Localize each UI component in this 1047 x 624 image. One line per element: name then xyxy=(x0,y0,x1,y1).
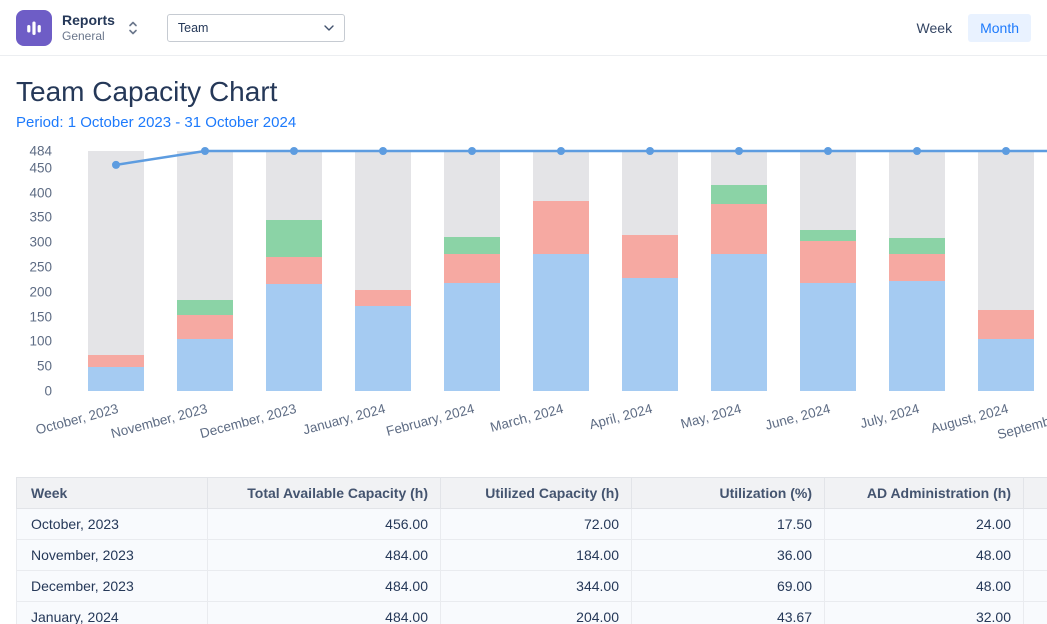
table-cell: 48.00 xyxy=(825,571,1024,602)
table-row: November, 2023484.00184.0036.0048.00 xyxy=(17,540,1047,571)
line-point xyxy=(646,147,654,155)
table-cell: 36.00 xyxy=(632,540,825,571)
table-cell: 72.00 xyxy=(441,509,632,540)
table-cell-partial xyxy=(1024,509,1047,540)
bar-chart-icon xyxy=(24,18,44,38)
line-point xyxy=(290,147,298,155)
app-logo xyxy=(16,10,52,46)
y-axis-tick: 484 xyxy=(29,144,52,159)
y-axis-tick: 150 xyxy=(29,309,52,324)
month-button[interactable]: Month xyxy=(968,14,1031,42)
capacity-table: WeekTotal Available Capacity (h)Utilized… xyxy=(16,477,1047,624)
line-series xyxy=(62,143,1047,391)
y-axis-tick: 400 xyxy=(29,185,52,200)
table-cell: 456.00 xyxy=(208,509,441,540)
column-header: Total Available Capacity (h) xyxy=(208,478,441,509)
page-title: Team Capacity Chart xyxy=(16,76,1047,108)
capacity-line xyxy=(116,151,1047,165)
line-point xyxy=(112,161,120,169)
table-cell: December, 2023 xyxy=(17,571,208,602)
y-axis-tick: 100 xyxy=(29,334,52,349)
table-cell: 17.50 xyxy=(632,509,825,540)
y-axis-tick: 250 xyxy=(29,260,52,275)
main-content: Team Capacity Chart Period: 1 October 20… xyxy=(0,56,1047,624)
y-axis-tick: 50 xyxy=(37,359,52,374)
team-select[interactable]: Team xyxy=(167,14,345,42)
y-axis-tick: 0 xyxy=(44,384,52,399)
table-cell-partial xyxy=(1024,602,1047,624)
table-row: October, 2023456.0072.0017.5024.00 xyxy=(17,509,1047,540)
table-cell: October, 2023 xyxy=(17,509,208,540)
line-point xyxy=(468,147,476,155)
table-header-row: WeekTotal Available Capacity (h)Utilized… xyxy=(17,478,1047,509)
table-cell: 43.67 xyxy=(632,602,825,624)
table-cell: 344.00 xyxy=(441,571,632,602)
chevron-up-down-icon xyxy=(127,19,139,37)
table-cell-partial xyxy=(1024,571,1047,602)
table-cell: 69.00 xyxy=(632,571,825,602)
table-cell: 32.00 xyxy=(825,602,1024,624)
app-subtitle: General xyxy=(62,29,115,43)
chevron-down-icon xyxy=(324,25,334,31)
table-cell: 184.00 xyxy=(441,540,632,571)
line-point xyxy=(824,147,832,155)
column-header-partial xyxy=(1024,478,1047,509)
table-row: December, 2023484.00344.0069.0048.00 xyxy=(17,571,1047,602)
line-point xyxy=(913,147,921,155)
line-point xyxy=(557,147,565,155)
column-header: Utilized Capacity (h) xyxy=(441,478,632,509)
table-cell: January, 2024 xyxy=(17,602,208,624)
y-axis-tick: 200 xyxy=(29,284,52,299)
y-axis-tick: 300 xyxy=(29,235,52,250)
table-cell: 48.00 xyxy=(825,540,1024,571)
capacity-table-wrap: WeekTotal Available Capacity (h)Utilized… xyxy=(16,477,1047,624)
plot-wrap: October, 2023November, 2023December, 202… xyxy=(62,143,1047,455)
table-cell: November, 2023 xyxy=(17,540,208,571)
table-cell-partial xyxy=(1024,540,1047,571)
table-cell: 484.00 xyxy=(208,602,441,624)
table-cell: 204.00 xyxy=(441,602,632,624)
app-name: Reports xyxy=(62,12,115,29)
team-select-value: Team xyxy=(178,21,209,35)
table-row: January, 2024484.00204.0043.6732.00 xyxy=(17,602,1047,624)
table-cell: 484.00 xyxy=(208,540,441,571)
line-point xyxy=(379,147,387,155)
period-subtitle: Period: 1 October 2023 - 31 October 2024 xyxy=(16,114,1047,131)
column-header: Utilization (%) xyxy=(632,478,825,509)
table-cell: 484.00 xyxy=(208,571,441,602)
line-point xyxy=(735,147,743,155)
week-button[interactable]: Week xyxy=(905,14,965,42)
y-axis-tick: 350 xyxy=(29,210,52,225)
line-point xyxy=(1002,147,1010,155)
y-axis: 484450400350300250200150100500 xyxy=(16,143,62,391)
app-title-block: Reports General xyxy=(62,12,115,43)
x-axis-labels: October, 2023November, 2023December, 202… xyxy=(62,393,1047,455)
column-header: Week xyxy=(17,478,208,509)
line-point xyxy=(201,147,209,155)
top-bar: Reports General Team Week Month xyxy=(0,0,1047,56)
capacity-chart: 484450 400 350 300 250 200 150 100 50 0 October, … xyxy=(16,143,1047,455)
table-body: October, 2023456.0072.0017.5024.00Novemb… xyxy=(17,509,1047,624)
table-cell: 24.00 xyxy=(825,509,1024,540)
column-header: AD Administration (h) xyxy=(825,478,1024,509)
y-axis-tick: 450 xyxy=(29,160,52,175)
report-switcher[interactable] xyxy=(125,17,141,39)
